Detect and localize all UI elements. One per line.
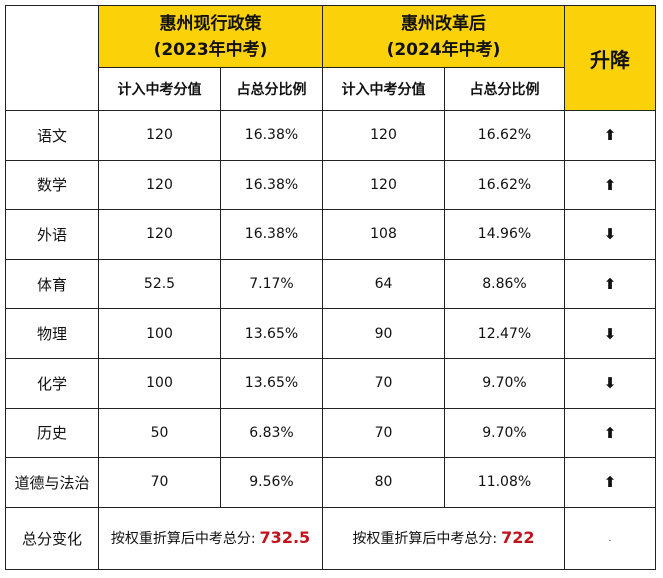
policy-2024-header: 惠州改革后 (2024年中考) xyxy=(322,5,565,68)
subject-cell: 外语 xyxy=(5,209,99,260)
score-2023-cell: 100 xyxy=(98,357,221,409)
policy-2023-title: 惠州现行政策 xyxy=(159,13,262,34)
table-row: 历史 50 6.83% 70 9.70% ⬆ xyxy=(5,407,656,459)
ratio-2023-cell: 9.56% xyxy=(220,457,323,508)
score-2024-header: 计入中考分值 xyxy=(322,67,445,111)
summary-change-cell: · xyxy=(564,506,656,570)
score-2023-cell: 50 xyxy=(98,407,221,459)
change-arrow-icon: ⬆ xyxy=(564,258,656,310)
ratio-2024-cell: 14.96% xyxy=(444,209,565,260)
change-arrow-icon: ⬆ xyxy=(564,407,656,459)
ratio-2024-cell: 9.70% xyxy=(444,357,565,409)
score-2023-cell: 120 xyxy=(98,209,221,260)
ratio-2023-cell: 16.38% xyxy=(220,110,323,161)
table-row: 数学 120 16.38% 120 16.62% ⬆ xyxy=(5,159,656,211)
score-2024-cell: 120 xyxy=(322,110,445,161)
subject-cell: 语文 xyxy=(5,110,99,161)
summary-2023-value: 732.5 xyxy=(259,528,311,548)
ratio-2023-cell: 13.65% xyxy=(220,308,323,359)
table-row: 物理 100 13.65% 90 12.47% ⬇ xyxy=(5,308,656,359)
ratio-2023-cell: 16.38% xyxy=(220,209,323,260)
subject-cell: 数学 xyxy=(5,159,99,211)
ratio-2024-cell: 16.62% xyxy=(444,110,565,161)
score-2024-cell: 70 xyxy=(322,407,445,459)
ratio-2023-cell: 16.38% xyxy=(220,159,323,211)
summary-2024-cell: 按权重折算后中考总分: 722 xyxy=(322,506,565,570)
corner-cell xyxy=(5,5,99,111)
table-row: 语文 120 16.38% 120 16.62% ⬆ xyxy=(5,110,656,161)
change-arrow-icon: ⬇ xyxy=(564,357,656,409)
change-arrow-icon: ⬆ xyxy=(564,159,656,211)
score-2024-cell: 70 xyxy=(322,357,445,409)
ratio-2024-header: 占总分比例 xyxy=(444,67,565,111)
ratio-2024-cell: 16.62% xyxy=(444,159,565,211)
score-2024-cell: 90 xyxy=(322,308,445,359)
score-2023-cell: 100 xyxy=(98,308,221,359)
summary-2023-cell: 按权重折算后中考总分: 732.5 xyxy=(98,506,323,570)
ratio-2024-cell: 9.70% xyxy=(444,407,565,459)
score-2023-cell: 52.5 xyxy=(98,258,221,310)
ratio-2023-cell: 13.65% xyxy=(220,357,323,409)
ratio-2024-cell: 8.86% xyxy=(444,258,565,310)
score-comparison-table: 惠州现行政策 (2023年中考) 惠州改革后 (2024年中考) 升降 计入中考… xyxy=(5,5,656,570)
summary-change-mark: · xyxy=(608,535,612,547)
table-row: 外语 120 16.38% 108 14.96% ⬇ xyxy=(5,209,656,260)
ratio-2023-cell: 6.83% xyxy=(220,407,323,459)
subject-cell: 体育 xyxy=(5,258,99,310)
policy-2023-subtitle: (2023年中考) xyxy=(153,39,268,60)
score-2023-cell: 120 xyxy=(98,110,221,161)
subject-cell: 道德与法治 xyxy=(5,457,99,508)
score-2024-cell: 80 xyxy=(322,457,445,508)
ratio-2024-cell: 11.08% xyxy=(444,457,565,508)
summary-2023-text: 按权重折算后中考总分: xyxy=(110,531,256,548)
table-row: 体育 52.5 7.17% 64 8.86% ⬆ xyxy=(5,258,656,310)
subject-cell: 物理 xyxy=(5,308,99,359)
score-2023-cell: 120 xyxy=(98,159,221,211)
change-header: 升降 xyxy=(564,5,656,111)
score-2024-cell: 108 xyxy=(322,209,445,260)
score-2024-cell: 64 xyxy=(322,258,445,310)
table-row: 道德与法治 70 9.56% 80 11.08% ⬆ xyxy=(5,457,656,508)
change-arrow-icon: ⬆ xyxy=(564,457,656,508)
policy-2024-title: 惠州改革后 xyxy=(401,13,486,34)
policy-2024-subtitle: (2024年中考) xyxy=(386,39,501,60)
subject-cell: 历史 xyxy=(5,407,99,459)
summary-label: 总分变化 xyxy=(5,506,99,570)
table-row: 化学 100 13.65% 70 9.70% ⬇ xyxy=(5,357,656,409)
score-2024-cell: 120 xyxy=(322,159,445,211)
score-2023-header: 计入中考分值 xyxy=(98,67,221,111)
ratio-2024-cell: 12.47% xyxy=(444,308,565,359)
summary-2024-value: 722 xyxy=(501,528,535,548)
change-arrow-icon: ⬆ xyxy=(564,110,656,161)
change-arrow-icon: ⬇ xyxy=(564,209,656,260)
ratio-2023-header: 占总分比例 xyxy=(220,67,323,111)
subject-cell: 化学 xyxy=(5,357,99,409)
ratio-2023-cell: 7.17% xyxy=(220,258,323,310)
summary-2024-text: 按权重折算后中考总分: xyxy=(352,531,498,548)
change-arrow-icon: ⬇ xyxy=(564,308,656,359)
policy-2023-header: 惠州现行政策 (2023年中考) xyxy=(98,5,323,68)
score-2023-cell: 70 xyxy=(98,457,221,508)
